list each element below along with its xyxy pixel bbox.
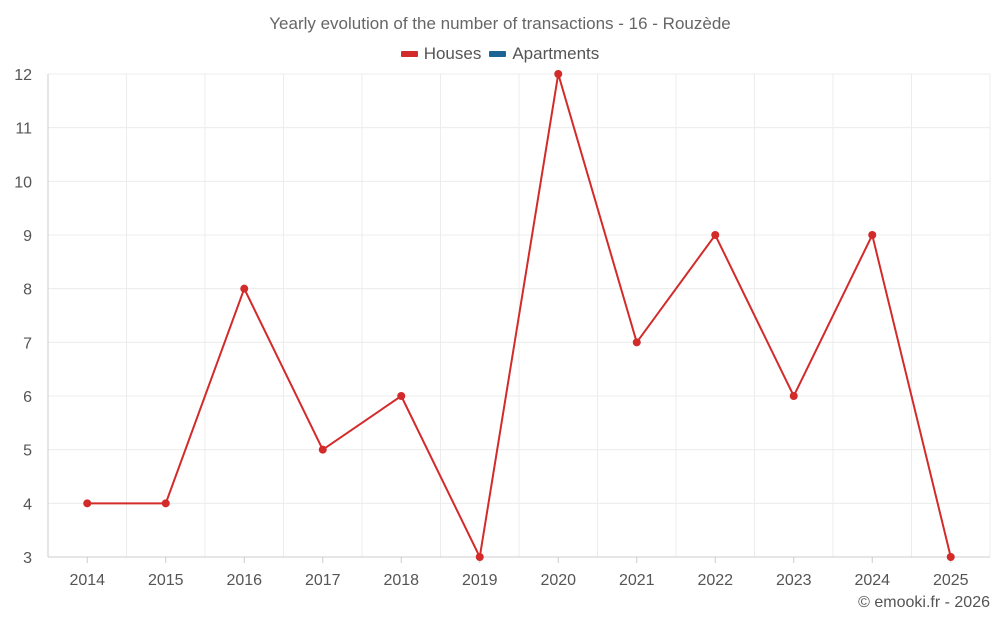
legend-label-houses: Houses bbox=[423, 44, 482, 63]
x-tick-label: 2025 bbox=[933, 572, 969, 589]
y-tick-label: 7 bbox=[23, 335, 32, 352]
y-tick-label: 8 bbox=[23, 282, 32, 299]
x-tick-label: 2021 bbox=[619, 572, 655, 589]
x-tick-label: 2019 bbox=[462, 572, 498, 589]
data-point-houses[interactable] bbox=[711, 231, 720, 239]
x-tick-label: 2020 bbox=[540, 572, 576, 589]
x-tick-label: 2014 bbox=[69, 572, 105, 589]
legend-label-apartments: Apartments bbox=[512, 44, 600, 63]
series-line-houses bbox=[87, 73, 952, 561]
y-tick-label: 3 bbox=[23, 550, 32, 567]
data-point-houses[interactable] bbox=[868, 231, 877, 239]
y-tick-label: 4 bbox=[23, 496, 32, 513]
data-point-houses[interactable] bbox=[554, 70, 563, 78]
y-tick-label: 9 bbox=[23, 228, 32, 245]
chart-title: Yearly evolution of the number of transa… bbox=[269, 14, 731, 33]
x-tick-label: 2018 bbox=[383, 572, 419, 589]
data-point-houses[interactable] bbox=[632, 338, 641, 347]
series bbox=[83, 70, 955, 561]
copyright-credit: © emooki.fr - 2026 bbox=[858, 594, 990, 611]
legend-swatch-apartments bbox=[489, 51, 507, 57]
legend-swatch-houses bbox=[400, 51, 418, 57]
data-point-houses[interactable] bbox=[397, 392, 406, 400]
y-tick-label: 11 bbox=[15, 121, 32, 138]
data-point-houses[interactable] bbox=[83, 499, 92, 508]
legend-item-houses[interactable]: Houses bbox=[400, 44, 482, 64]
data-point-houses[interactable] bbox=[475, 553, 484, 561]
data-point-houses[interactable] bbox=[240, 284, 249, 293]
data-point-houses[interactable] bbox=[789, 392, 798, 400]
y-tick-label: 6 bbox=[23, 389, 32, 406]
y-tick-label: 12 bbox=[14, 67, 32, 84]
data-point-houses[interactable] bbox=[946, 553, 955, 561]
x-tick-label: 2024 bbox=[854, 572, 890, 589]
legend-item-apartments[interactable]: Apartments bbox=[489, 44, 599, 64]
grid bbox=[47, 73, 991, 558]
axes: 3 4 5 6 7 8 9 10 11 12 2014 2015 2016 2017 2018 2019 202… bbox=[14, 67, 990, 589]
x-tick-label: 2016 bbox=[226, 572, 262, 589]
y-tick-label: 10 bbox=[14, 174, 32, 191]
x-tick-label: 2023 bbox=[776, 572, 812, 589]
x-tick-label: 2015 bbox=[148, 572, 184, 589]
legend: Houses Apartments bbox=[0, 44, 1000, 64]
x-tick-label: 2022 bbox=[697, 572, 733, 589]
x-tick-label: 2017 bbox=[305, 572, 341, 589]
data-point-houses[interactable] bbox=[318, 445, 327, 454]
data-point-houses[interactable] bbox=[161, 499, 170, 508]
y-tick-label: 5 bbox=[23, 443, 32, 460]
